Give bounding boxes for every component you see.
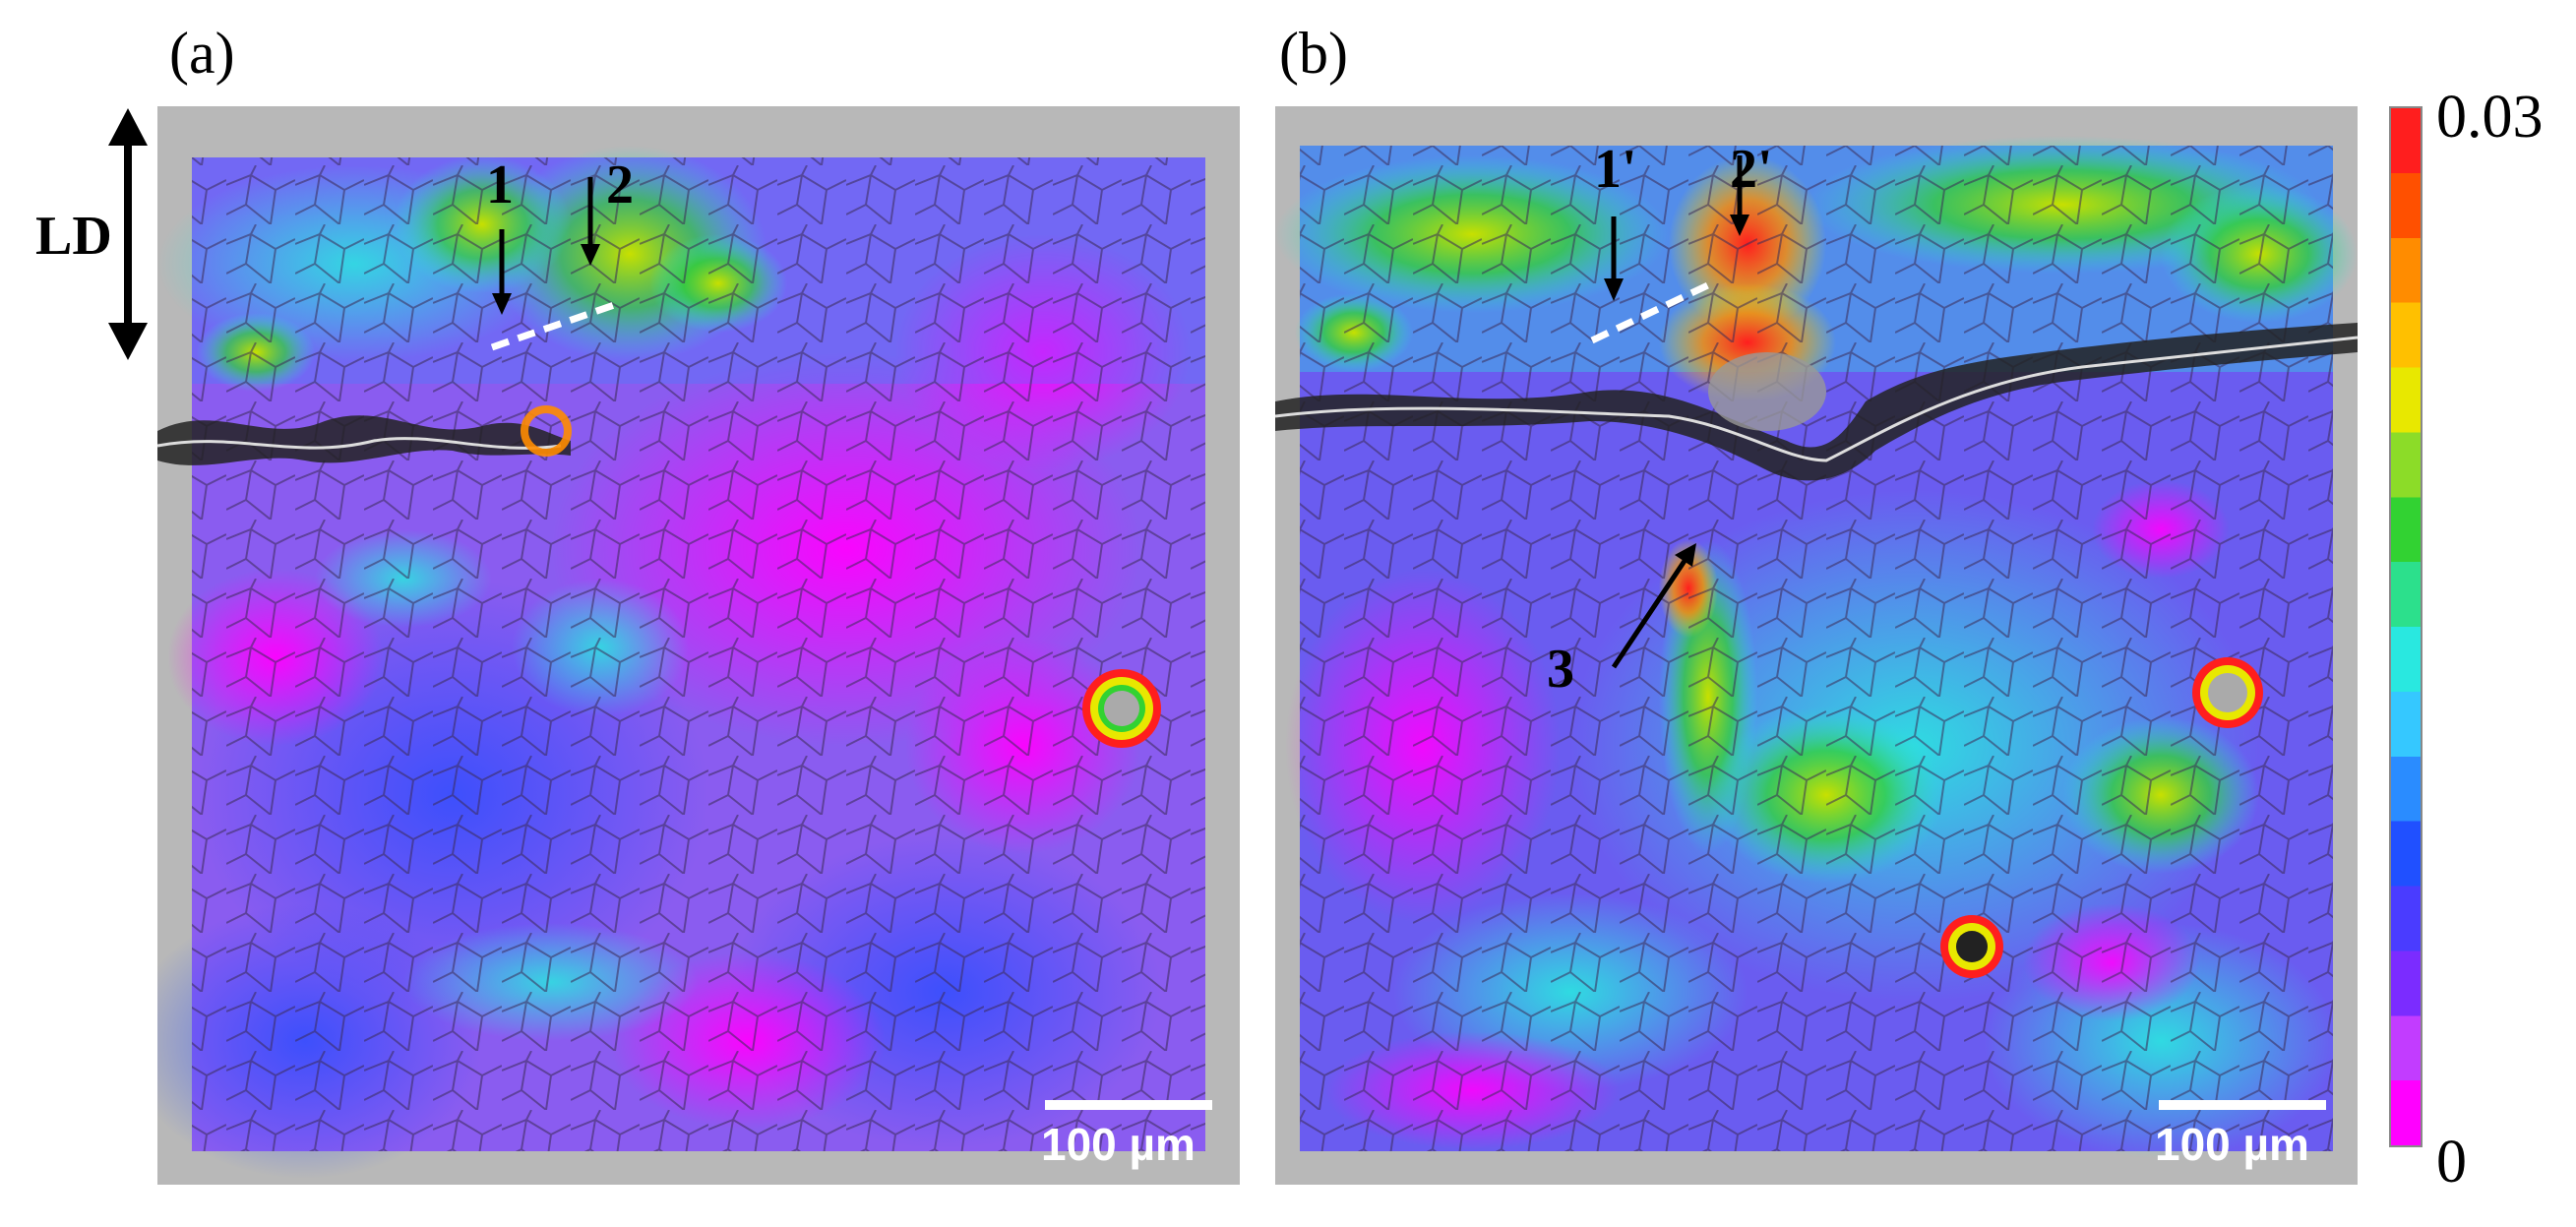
scale-bar-b [2159,1100,2326,1110]
scale-text-b: 100 µm [2155,1119,2309,1170]
panel-a-label: (a) [169,21,235,86]
ld-arrow [98,106,157,362]
annotation-1: 1 [486,154,514,215]
ld-label: LD [35,206,112,267]
panel-a-image: 1 2 100 µm [157,106,1240,1185]
panel-b-image: 1' 2' 3 100 µm [1275,106,2358,1185]
colorbar [2389,106,2423,1147]
annotation-1-prime: 1' [1594,139,1637,200]
colorbar-min-label: 0 [2436,1129,2467,1196]
double-arrow-icon [108,108,148,360]
colorbar-max-label: 0.03 [2436,84,2544,151]
strain-map-b [1275,106,2358,1185]
scale-bar-a [1045,1100,1212,1110]
annotation-2: 2 [606,154,634,215]
panel-b-label: (b) [1279,21,1348,86]
annotation-2-prime: 2' [1730,139,1773,200]
annotation-3: 3 [1547,639,1574,700]
strain-map-a [157,106,1240,1185]
scale-text-a: 100 µm [1041,1119,1196,1170]
